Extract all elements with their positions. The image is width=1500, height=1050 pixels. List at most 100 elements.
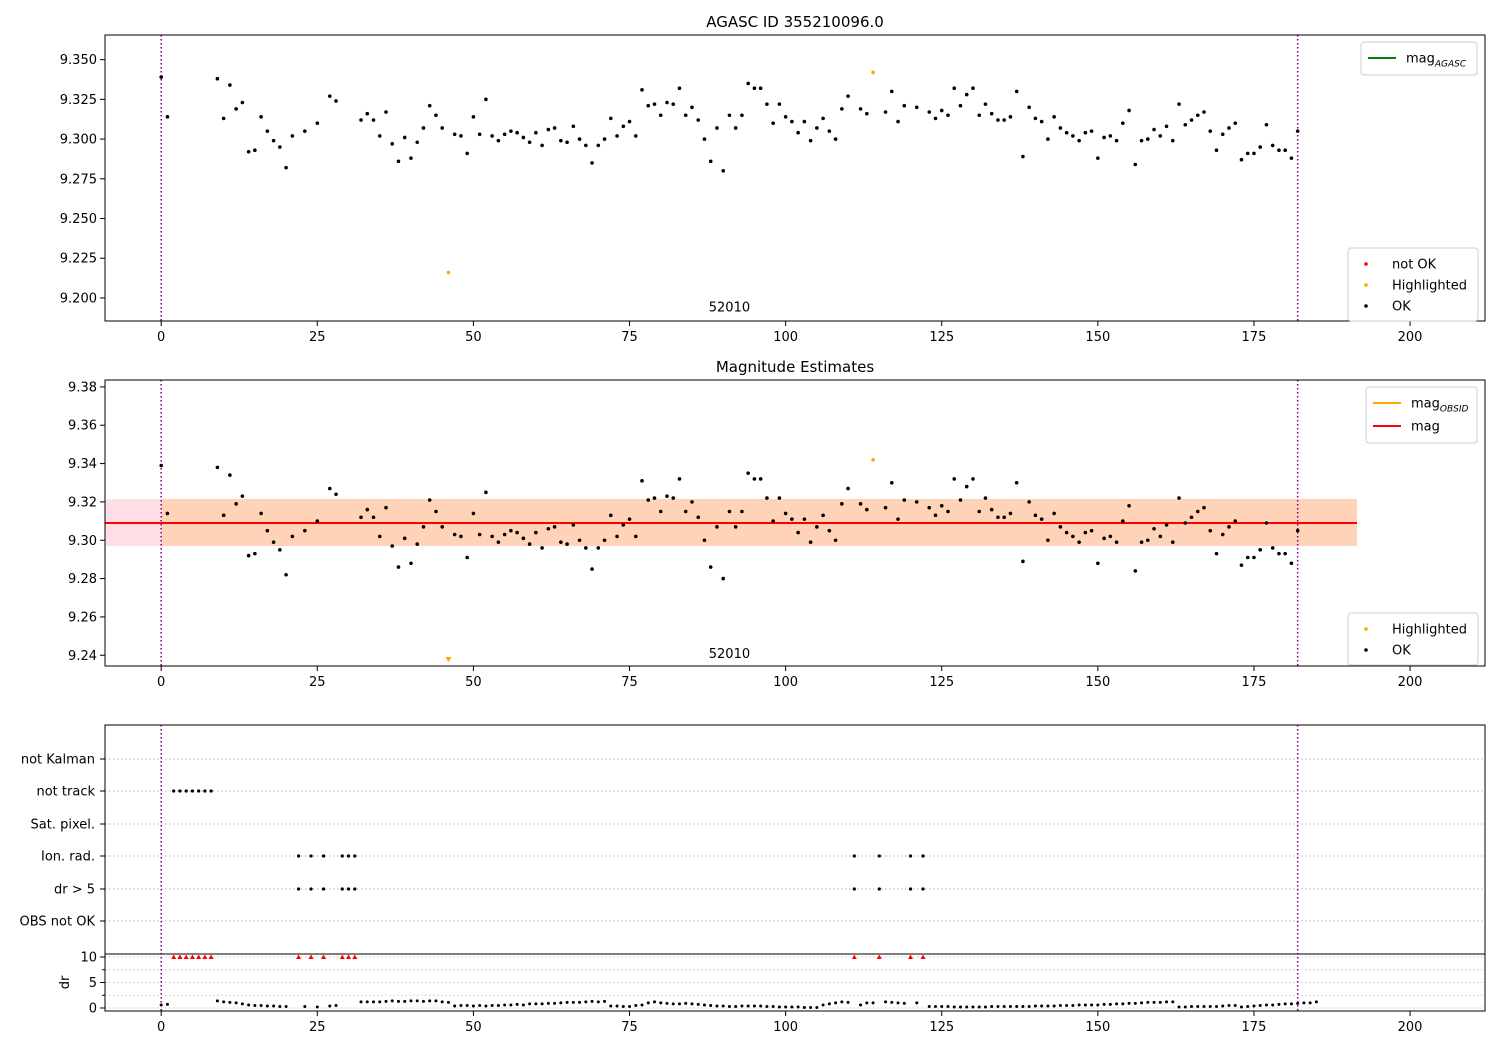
dr-point (1083, 1003, 1087, 1007)
ok-point (727, 113, 732, 118)
flag-point (908, 854, 913, 858)
dr-point (727, 1004, 731, 1008)
x-tick-label: 125 (929, 1020, 954, 1035)
flag-point (321, 887, 326, 891)
dr-point (1115, 1002, 1119, 1006)
x-tick-label: 100 (773, 1020, 798, 1035)
ok-point (1214, 551, 1219, 556)
ok-point (596, 546, 601, 550)
ok-point (253, 148, 257, 152)
dr-point (503, 1003, 507, 1007)
dr-point (1052, 1004, 1056, 1008)
ok-point (1052, 115, 1056, 119)
ok-point (527, 542, 532, 546)
ok-point (1058, 525, 1063, 529)
dr-point (1140, 1001, 1144, 1005)
ok-point (621, 124, 626, 129)
ok-point (677, 86, 682, 91)
dr-point (478, 1003, 482, 1007)
ok-point (1227, 126, 1231, 130)
ok-point (1046, 137, 1050, 141)
dr-point (1015, 1004, 1019, 1008)
dr-clipped-marker (908, 954, 914, 959)
y-tick-label: 9.26 (68, 610, 97, 625)
dr-clipped-marker (196, 954, 202, 959)
flag-point (190, 789, 195, 793)
ok-point (802, 119, 807, 124)
flag-point (340, 887, 344, 891)
dr-point (771, 1004, 775, 1008)
agasc-panel: AGASC ID 355210096.0 52010 0 25 50 75 100 125 15… (60, 13, 1486, 345)
dr-point (284, 1004, 288, 1008)
legend-point-label: not OK (1392, 258, 1437, 273)
dr-point (1077, 1003, 1081, 1007)
ok-point (1127, 503, 1131, 508)
flag-point (296, 854, 301, 858)
dr-point (328, 1004, 332, 1008)
dr-point (559, 1001, 563, 1005)
dr-point (628, 1004, 632, 1008)
ok-point (1127, 108, 1131, 113)
ok-point (215, 465, 220, 470)
ok-point (1183, 521, 1188, 525)
ok-point (889, 89, 894, 94)
ok-point (490, 534, 494, 539)
legend-label-subscript: AGASC (1434, 60, 1467, 70)
flag-row-label: not Kalman (21, 753, 95, 768)
flag-row-label: Sat. pixel. (31, 818, 95, 833)
dr-point (1246, 1004, 1250, 1008)
legend-label-text: mag (1411, 420, 1440, 435)
ok-point (690, 105, 694, 110)
dr-point (752, 1004, 756, 1008)
ok-point (752, 86, 757, 91)
ok-point (465, 151, 469, 156)
ok-point (484, 490, 488, 495)
y-tick-label: 9.250 (60, 212, 97, 227)
ok-point (1108, 534, 1113, 539)
ok-point (858, 107, 863, 111)
ok-point (459, 134, 463, 138)
flag-point (353, 887, 357, 891)
ok-point (246, 149, 251, 154)
dr-point (315, 1005, 319, 1009)
ok-point (159, 75, 163, 79)
legend-label-text: mag (1411, 397, 1440, 412)
ok-point (284, 572, 288, 577)
ok-point (1283, 148, 1287, 152)
ok-point (540, 143, 544, 148)
dr-point (615, 1004, 619, 1008)
ok-point (914, 500, 919, 504)
dr-point (796, 1005, 800, 1009)
ok-point (221, 513, 226, 518)
ok-point (833, 137, 838, 141)
ok-point (440, 525, 444, 529)
dr-point (434, 999, 438, 1003)
ok-point (1214, 148, 1219, 152)
dr-clipped-marker (851, 954, 857, 959)
ok-point (1146, 137, 1150, 141)
ok-point (477, 132, 482, 137)
ok-point (496, 138, 501, 143)
dr-point (715, 1004, 719, 1008)
dr-point (677, 1002, 681, 1006)
ok-point (278, 145, 282, 149)
dr-point (259, 1003, 263, 1007)
y-tick-label: 9.34 (68, 457, 97, 472)
dr-clipped-marker (321, 954, 327, 959)
dr-tick-label: 10 (80, 951, 97, 966)
ok-point (1233, 121, 1238, 125)
dr-point (1190, 1004, 1194, 1008)
ok-point (534, 530, 538, 535)
ok-point (565, 140, 569, 145)
dr-tick-label: 0 (89, 1002, 97, 1017)
dr-point (265, 1004, 269, 1008)
dr-point (1221, 1004, 1225, 1008)
dr-point (1090, 1003, 1094, 1007)
dr-point (509, 1003, 513, 1007)
ok-point (259, 115, 263, 119)
dr-point (1277, 1002, 1281, 1006)
dr-point (378, 1000, 382, 1004)
ok-point (240, 494, 245, 498)
dr-point (896, 1001, 900, 1005)
ok-point (1277, 148, 1281, 152)
